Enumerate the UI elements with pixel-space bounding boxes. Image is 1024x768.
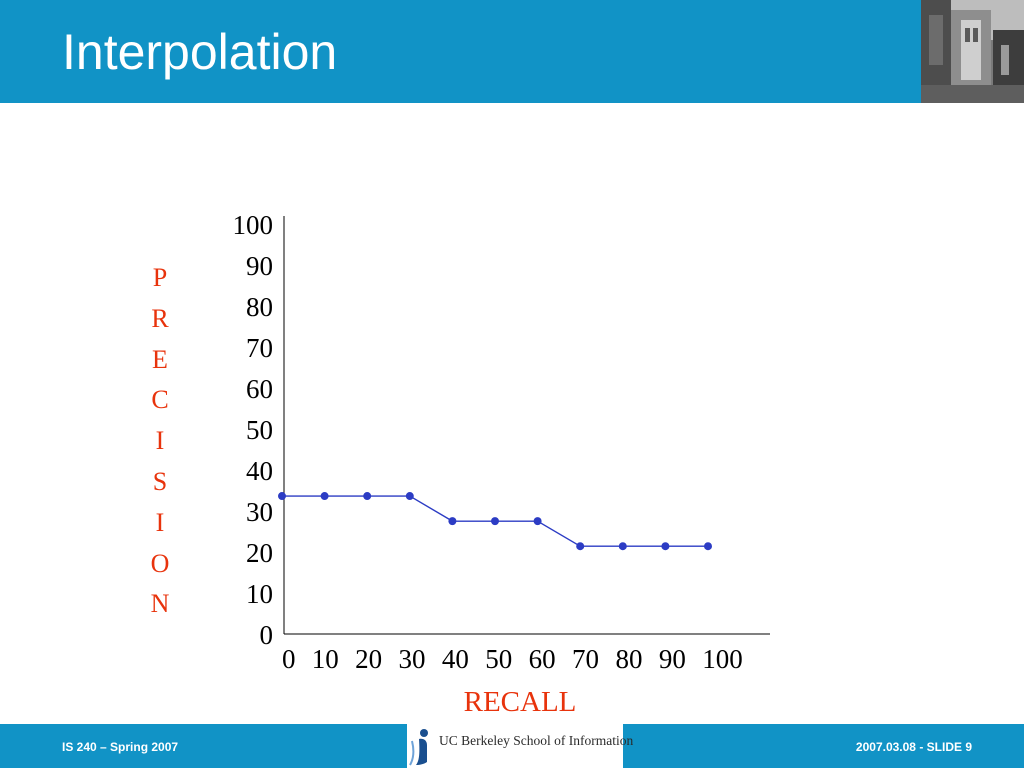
school-logo-text: UC Berkeley School of Information	[439, 733, 634, 748]
y-tick-label: 60	[246, 374, 273, 404]
x-tick-label: 10	[312, 644, 339, 674]
series-group	[278, 492, 712, 551]
x-tick-label: 90	[659, 644, 686, 674]
x-axis-label: RECALL	[464, 686, 577, 718]
data-point	[576, 542, 585, 551]
data-point	[661, 542, 670, 551]
data-point	[533, 517, 542, 526]
x-tick-label: 80	[615, 644, 642, 674]
y-axis-label-letter: I	[155, 426, 165, 456]
x-tick-label: 60	[529, 644, 556, 674]
y-axis-label-letter: I	[155, 507, 165, 537]
y-axis-label-letter: C	[151, 385, 169, 415]
data-point	[405, 492, 414, 501]
x-tick-label: 30	[399, 644, 426, 674]
y-axis-label-letter: P	[152, 263, 168, 292]
y-tick-label: 90	[246, 251, 273, 281]
y-axis-label-letter: S	[152, 466, 168, 496]
x-tick-label: 40	[442, 644, 469, 674]
data-point	[448, 517, 457, 526]
y-tick-label: 10	[246, 579, 273, 609]
y-tick-label: 0	[260, 620, 274, 650]
y-axis-label-letter: R	[151, 303, 169, 333]
x-tick-label: 100	[702, 644, 743, 674]
campanile-photo	[921, 0, 1024, 103]
x-tick-label: 50	[485, 644, 512, 674]
title-bar: Interpolation	[0, 0, 1024, 103]
y-axis-label-letter: E	[152, 344, 168, 374]
y-tick-label: 30	[246, 497, 273, 527]
y-tick-label: 100	[233, 210, 274, 240]
y-tick-label: 40	[246, 456, 273, 486]
information-i-icon	[409, 729, 428, 766]
data-point	[704, 542, 712, 551]
y-tick-label: 80	[246, 292, 273, 322]
data-point	[363, 492, 372, 501]
slide-number: 2007.03.08 - SLIDE 9	[855, 740, 972, 754]
data-point	[491, 517, 499, 526]
slide-title: Interpolation	[62, 24, 338, 80]
x-tick-labels: 0 10 20 30 40 50 60 70 80 90 100	[282, 644, 743, 674]
y-axis-label-letter: O	[150, 548, 170, 578]
data-point	[320, 492, 329, 501]
data-point	[618, 542, 627, 551]
x-tick-label: 0	[282, 644, 296, 674]
y-tick-label: 70	[246, 333, 273, 363]
y-tick-label: 20	[246, 538, 273, 568]
y-tick-label: 50	[246, 415, 273, 445]
y-axis-label-letter: N	[150, 589, 170, 619]
footer-bar: IS 240 – Spring 2007 UC Berkeley School …	[0, 724, 1024, 768]
x-tick-label: 20	[355, 644, 382, 674]
data-point	[278, 492, 286, 501]
school-logo: UC Berkeley School of Information	[407, 724, 633, 768]
y-axis-label: P R E C I S I O N	[130, 258, 190, 625]
course-label: IS 240 – Spring 2007	[62, 740, 179, 754]
x-tick-label: 70	[572, 644, 599, 674]
